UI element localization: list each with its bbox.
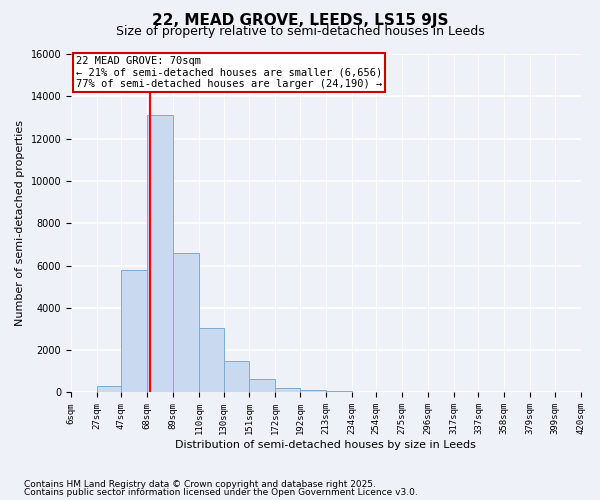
Text: 22 MEAD GROVE: 70sqm
← 21% of semi-detached houses are smaller (6,656)
77% of se: 22 MEAD GROVE: 70sqm ← 21% of semi-detac…	[76, 56, 382, 89]
Text: Contains public sector information licensed under the Open Government Licence v3: Contains public sector information licen…	[24, 488, 418, 497]
X-axis label: Distribution of semi-detached houses by size in Leeds: Distribution of semi-detached houses by …	[175, 440, 476, 450]
Bar	[250, 378, 275, 392]
Bar	[173, 253, 199, 392]
Bar	[275, 388, 300, 392]
Text: Contains HM Land Registry data © Crown copyright and database right 2025.: Contains HM Land Registry data © Crown c…	[24, 480, 376, 489]
Text: 22, MEAD GROVE, LEEDS, LS15 9JS: 22, MEAD GROVE, LEEDS, LS15 9JS	[152, 12, 448, 28]
Bar	[97, 386, 121, 392]
Bar	[199, 328, 224, 392]
Text: Size of property relative to semi-detached houses in Leeds: Size of property relative to semi-detach…	[116, 25, 484, 38]
Y-axis label: Number of semi-detached properties: Number of semi-detached properties	[15, 120, 25, 326]
Bar	[148, 116, 173, 392]
Bar	[300, 390, 326, 392]
Bar	[121, 270, 148, 392]
Bar	[224, 360, 250, 392]
